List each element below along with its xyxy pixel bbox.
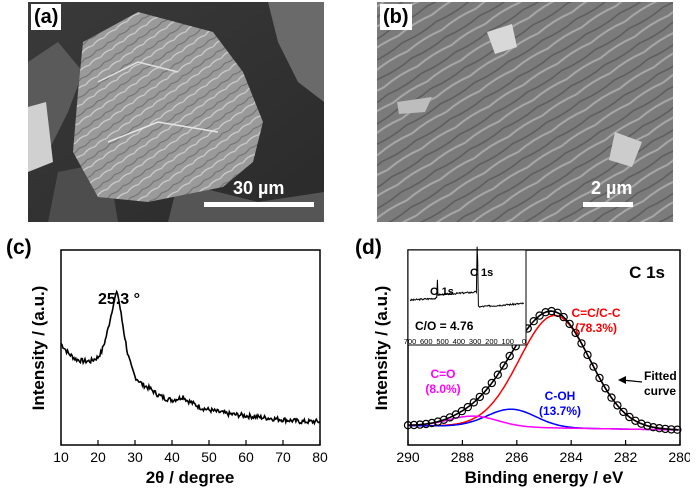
y-axis-label-c: Intensity / (a.u.) [29,286,48,411]
fitted-label-1: Fitted [644,369,677,383]
inset-tick-label: 100 [501,337,514,346]
xps-data-point [565,319,574,329]
inset-frame [407,249,527,346]
xps-data-point [427,418,437,428]
x-axis-label-c: 2θ / degree [146,468,235,487]
scale-bar-label-b: 2 µm [591,178,633,198]
xps-data-point [613,401,622,410]
inset-peak-c1s: C 1s [470,267,493,279]
xps-data-point [673,425,682,434]
scale-bar-a [204,202,314,207]
panel-label-b: (b) [380,4,412,30]
panel-label-d: (d) [355,236,382,259]
xps-data-point [469,398,479,407]
xps-chart: 290 288 286 284 282 280 C 1s C=C/C-C (78.3%) … [372,246,690,487]
inset-tick-label: 400 [453,337,466,346]
inset-tick-label: 0 [522,337,526,346]
xps-data-point [529,316,538,326]
y-axis-label-d: Intensity / (a.u.) [372,286,391,411]
xps-data-point [547,306,556,316]
xps-data-point [625,412,634,422]
xps-data-point [475,392,485,402]
scale-bar-b [583,202,633,207]
xps-title: C 1s [629,263,665,282]
xrd-curve [60,289,321,426]
peak-label-coh: C-OH [545,389,576,403]
xps-data-point [649,422,658,432]
panel-label-a: (a) [31,4,62,30]
xps-data-point [457,406,467,416]
xps-data-point [505,351,514,361]
peak-pct-coh: (13.7%) [539,404,581,418]
xps-data-point [421,419,431,429]
xps-data-point [433,417,443,426]
survey-curve [409,246,524,308]
xps-data-point [559,312,568,322]
sem-texture-b [377,2,673,222]
peak-label-co: C=O [430,367,455,381]
sem-image-b: (b) 2 µm [377,2,673,222]
xps-data-point [571,328,580,338]
inset-tick-label: 600 [420,337,433,346]
xps-data-point [643,421,652,430]
x-tick-label-c: 60 [238,449,254,465]
xps-data-point [619,407,628,417]
x-tick-label-c: 10 [53,449,69,465]
x-tick-label-d: 282 [614,449,638,465]
plot-frame-c [60,249,321,446]
inset-tick-label: 700 [404,337,417,346]
x-tick-label-c: 80 [312,449,328,465]
x-tick-label-c: 70 [275,449,291,465]
inset-ratio: C/O = 4.76 [415,319,474,333]
xps-data-point [583,350,592,360]
scale-bar-label-a: 30 µm [233,178,285,198]
x-tick-label-d: 286 [505,449,529,465]
xps-data-point [403,420,413,430]
xps-data-point [667,425,676,434]
xps-data-point [595,373,604,383]
fitted-label-2: curve [644,384,676,398]
inset-tick-label: 200 [485,337,498,346]
inset-tick-label: 300 [469,337,482,346]
peak-pct-cc: (78.3%) [575,321,617,335]
fitted-arrowhead [618,376,626,384]
x-tick-label-d: 284 [560,449,584,465]
xps-data-point [493,370,502,379]
xrd-chart: 10 20 30 40 50 60 70 80 25.3 ° 2θ / degree Inte… [29,249,328,487]
panel-label-c: (c) [6,236,32,259]
xps-data-point [601,384,610,393]
peak-label-cc: C=C/C-C [571,306,620,320]
xps-data-point [553,308,562,318]
plot-frame-d [407,249,681,446]
inset-peak-o1s: O 1s [430,286,454,298]
x-tick-label-c: 40 [164,449,180,465]
peak-pct-co: (8.0%) [425,382,460,396]
xps-data-point [577,339,586,348]
x-tick-label-d: 288 [451,449,475,465]
x-axis-label-d: Binding energy / eV [465,468,624,487]
xps-data-point [415,420,425,429]
x-tick-label-d: 280 [668,449,690,465]
xps-data-point [607,393,616,402]
sem-texture-a [28,2,324,222]
xps-data-point [589,362,598,371]
x-tick-label-c: 20 [90,449,106,465]
xps-data-point [499,361,508,370]
xps-data-point [409,420,419,430]
xps-data-point [487,378,496,388]
sem-image-a: (a) 30 µm [28,2,324,222]
xps-data-point [655,423,664,433]
xps-data-point [481,386,491,395]
xps-data-point [463,402,473,412]
x-tick-label-c: 50 [201,449,217,465]
xps-data-point [661,424,670,434]
x-tick-label-d: 290 [396,449,420,465]
xrd-peak-annotation: 25.3 ° [98,291,140,308]
x-tick-label-c: 30 [127,449,143,465]
survey-inset: 700 600 500 400 300 200 100 0 O 1s C 1s C/O = 4… [404,246,527,346]
inset-tick-label: 500 [436,337,449,346]
xps-data-point [541,307,550,317]
